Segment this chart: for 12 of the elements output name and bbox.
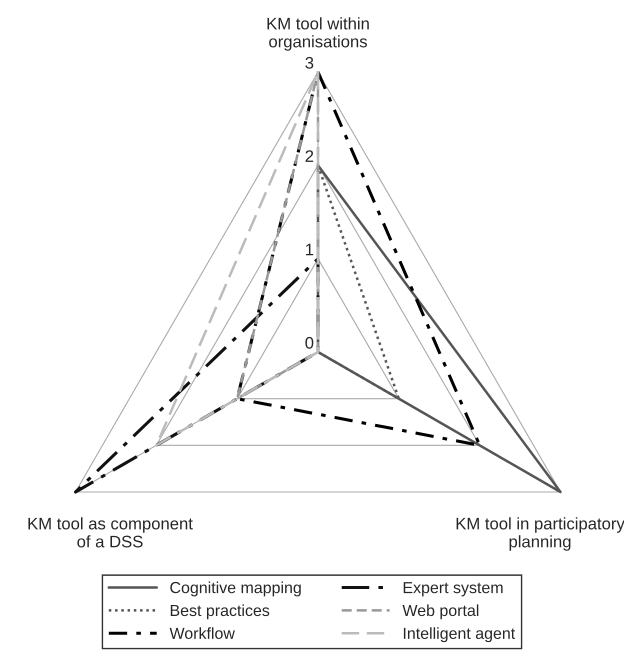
- legend-label: Workflow: [170, 627, 235, 639]
- y-tick-label: 0: [305, 336, 314, 349]
- spoke-label: KM tool as component of a DSS: [28, 517, 193, 548]
- legend-label: Web portal: [402, 604, 478, 620]
- legend-label: Expert system: [404, 582, 503, 596]
- legend-label: Intelligent agent: [404, 627, 516, 642]
- y-tick-label: 3: [305, 56, 314, 69]
- legend-label: Best practices: [170, 604, 270, 620]
- legend-label: Cognitive mapping: [170, 582, 301, 596]
- y-tick-label: 2: [306, 150, 314, 162]
- y-tick-label: 1: [306, 244, 314, 256]
- spoke-label: KM tool within organisations: [267, 17, 369, 51]
